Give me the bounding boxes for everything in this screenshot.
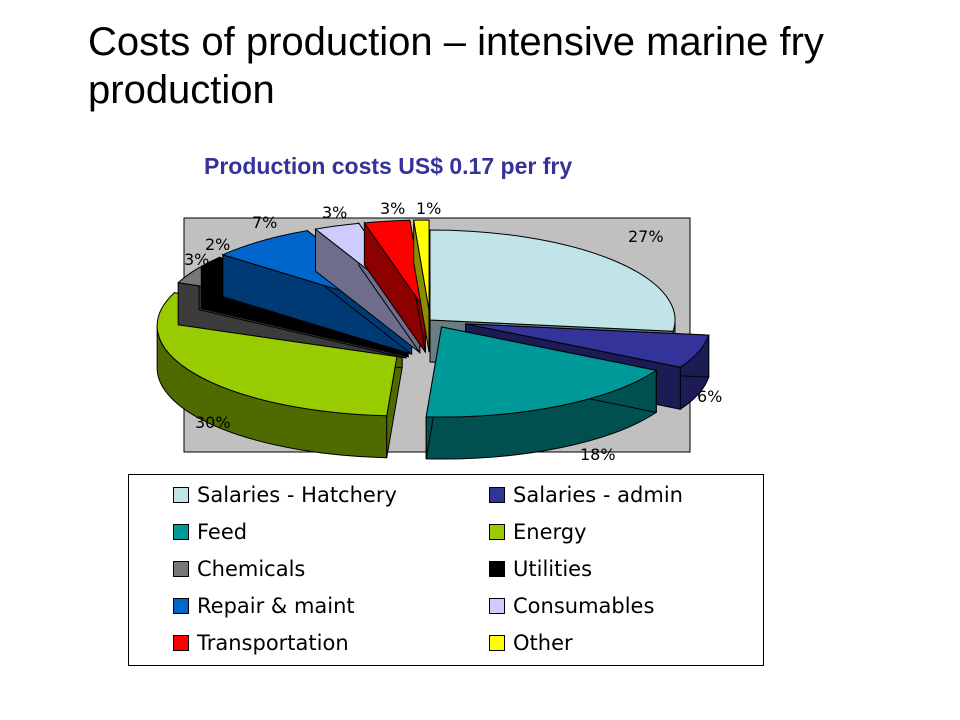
legend-swatch: [489, 524, 505, 540]
legend-label: Feed: [197, 520, 248, 544]
legend-label: Repair & maint: [197, 594, 355, 618]
slice-label-6: 2%: [205, 235, 230, 254]
slice-label-2: 6%: [697, 387, 722, 406]
legend-item-7: Repair & maint: [173, 591, 355, 621]
pie-slice-top-2: [465, 323, 710, 368]
legend-swatch: [489, 635, 505, 651]
legend-item-6: Utilities: [489, 554, 592, 584]
pie-slice-top-1: [429, 229, 676, 332]
legend-label: Salaries - Hatchery: [197, 483, 397, 507]
legend-swatch: [173, 487, 189, 503]
legend-label: Other: [513, 631, 573, 655]
legend-swatch: [489, 561, 505, 577]
slice-label-8: 3%: [322, 203, 347, 222]
chart-title: Production costs US$ 0.17 per fry: [204, 153, 573, 179]
legend: Salaries - Hatchery Salaries - admin Feed E…: [128, 474, 764, 666]
legend-swatch: [173, 635, 189, 651]
legend-item-3: Feed: [173, 517, 247, 547]
slice-label-10: 1%: [416, 199, 441, 218]
legend-swatch: [489, 487, 505, 503]
legend-item-5: Chemicals: [173, 554, 305, 584]
slice-label-9: 3%: [380, 199, 405, 218]
slice-label-1: 27%: [628, 227, 664, 246]
slice-label-7: 7%: [252, 213, 277, 232]
legend-item-4: Energy: [489, 517, 587, 547]
pie-slice-top-3: [425, 326, 658, 418]
legend-item-2: Salaries - admin: [489, 480, 683, 510]
pie-slice-top-9: [363, 219, 426, 311]
pie-slice-10: [413, 219, 430, 353]
legend-item-9: Transportation: [173, 628, 349, 658]
legend-swatch: [173, 524, 189, 540]
legend-swatch: [489, 598, 505, 614]
legend-label: Consumables: [513, 594, 655, 618]
slice-label-4: 30%: [195, 413, 231, 432]
pie-slice-top-10: [413, 219, 430, 311]
legend-item-10: Other: [489, 628, 573, 658]
slice-label-3: 18%: [580, 445, 616, 464]
legend-swatch: [173, 561, 189, 577]
legend-swatch: [173, 598, 189, 614]
legend-label: Utilities: [513, 557, 593, 581]
slice-label-5: 3%: [184, 250, 209, 269]
legend-item-1: Salaries - Hatchery: [173, 480, 397, 510]
legend-label: Salaries - admin: [513, 483, 683, 507]
pie-slice-3: [425, 326, 658, 460]
legend-label: Energy: [513, 520, 587, 544]
legend-item-8: Consumables: [489, 591, 654, 621]
legend-label: Chemicals: [197, 557, 306, 581]
legend-label: Transportation: [197, 631, 349, 655]
slide-title: Costs of production – intensive marine f…: [88, 20, 824, 112]
